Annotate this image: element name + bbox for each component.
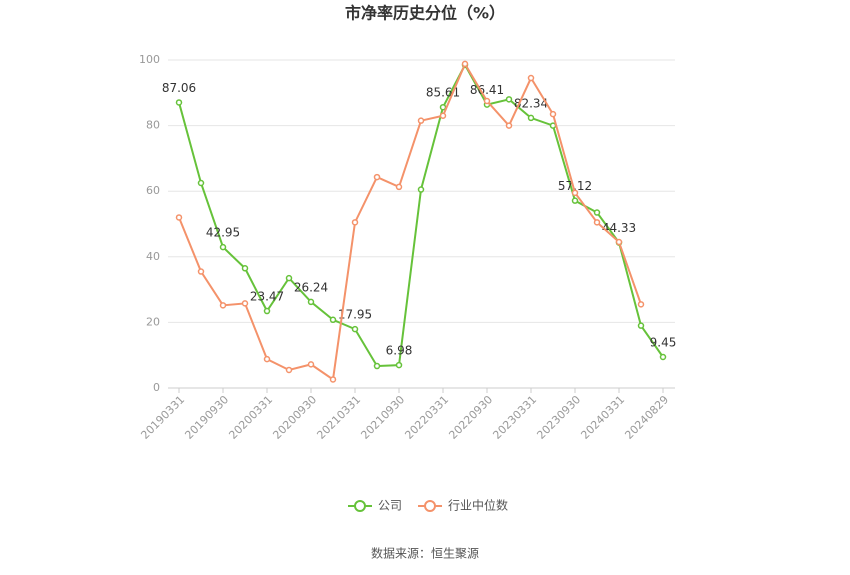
point: [285, 274, 293, 282]
point: [351, 325, 359, 333]
point: [329, 376, 337, 383]
x-tick-label: 20190331: [138, 393, 187, 442]
point: [439, 103, 447, 111]
data-label: 23.47: [250, 290, 284, 304]
data-label: 6.98: [386, 344, 413, 358]
y-tick-label: 60: [146, 184, 160, 197]
point: [395, 361, 403, 369]
legend-label: 行业中位数: [448, 498, 508, 513]
point: [241, 265, 249, 272]
point: [307, 298, 315, 306]
point: [263, 355, 271, 363]
point: [219, 243, 227, 251]
point: [637, 301, 645, 308]
x-tick-label: 20210930: [358, 393, 407, 442]
source-note: 数据来源：恒生聚源: [371, 546, 479, 561]
legend-marker: [424, 500, 437, 512]
data-label: 26.24: [294, 280, 328, 294]
x-tick-label: 20240829: [622, 393, 671, 442]
point: [593, 209, 601, 216]
point: [351, 219, 359, 226]
point: [175, 214, 183, 221]
data-label: 9.45: [650, 336, 677, 350]
x-tick-label: 20230930: [534, 393, 583, 442]
point: [571, 197, 579, 204]
point: [219, 302, 227, 309]
y-tick-label: 0: [153, 381, 160, 394]
point: [527, 114, 535, 122]
point: [175, 99, 183, 106]
point: [329, 316, 337, 324]
point: [373, 173, 381, 181]
point: [571, 189, 579, 197]
data-label: 57.12: [558, 179, 592, 193]
point: [505, 96, 513, 103]
point: [285, 366, 293, 374]
point: [615, 238, 623, 246]
y-tick-label: 80: [146, 119, 160, 132]
y-tick-label: 100: [139, 53, 160, 66]
point: [439, 112, 447, 120]
point: [197, 179, 205, 187]
x-tick-label: 20220930: [446, 393, 495, 442]
point: [461, 60, 469, 68]
point: [483, 97, 491, 105]
point: [637, 322, 645, 329]
x-tick-label: 20200930: [270, 393, 319, 442]
point: [241, 300, 249, 307]
x-tick-label: 20230331: [490, 393, 539, 442]
y-tick-label: 40: [146, 250, 160, 263]
x-tick-label: 20190930: [182, 393, 231, 442]
point: [395, 183, 403, 191]
x-tick-label: 20210331: [314, 393, 363, 442]
point: [659, 353, 667, 361]
point: [197, 268, 205, 275]
x-tick-label: 20240331: [578, 393, 627, 442]
series-line: [178, 61, 642, 382]
point: [549, 110, 557, 118]
point: [593, 219, 601, 226]
point: [373, 362, 381, 370]
data-label: 82.34: [514, 96, 548, 110]
point: [417, 186, 425, 193]
data-label: 42.95: [206, 226, 240, 240]
chart-title: 市净率历史分位（%）: [345, 4, 505, 23]
point: [417, 117, 425, 124]
point: [527, 74, 535, 82]
data-label: 17.95: [338, 308, 372, 322]
point: [505, 122, 513, 129]
legend-label: 公司: [378, 499, 402, 513]
legend-marker: [354, 500, 366, 512]
data-label: 87.06: [162, 81, 196, 95]
data-label: 86.41: [470, 83, 504, 97]
y-tick-label: 20: [146, 315, 160, 328]
x-tick-label: 20200331: [226, 393, 275, 442]
x-tick-label: 20220331: [402, 393, 451, 442]
point: [307, 361, 315, 368]
point: [263, 307, 271, 315]
data-label: 44.33: [602, 221, 636, 235]
